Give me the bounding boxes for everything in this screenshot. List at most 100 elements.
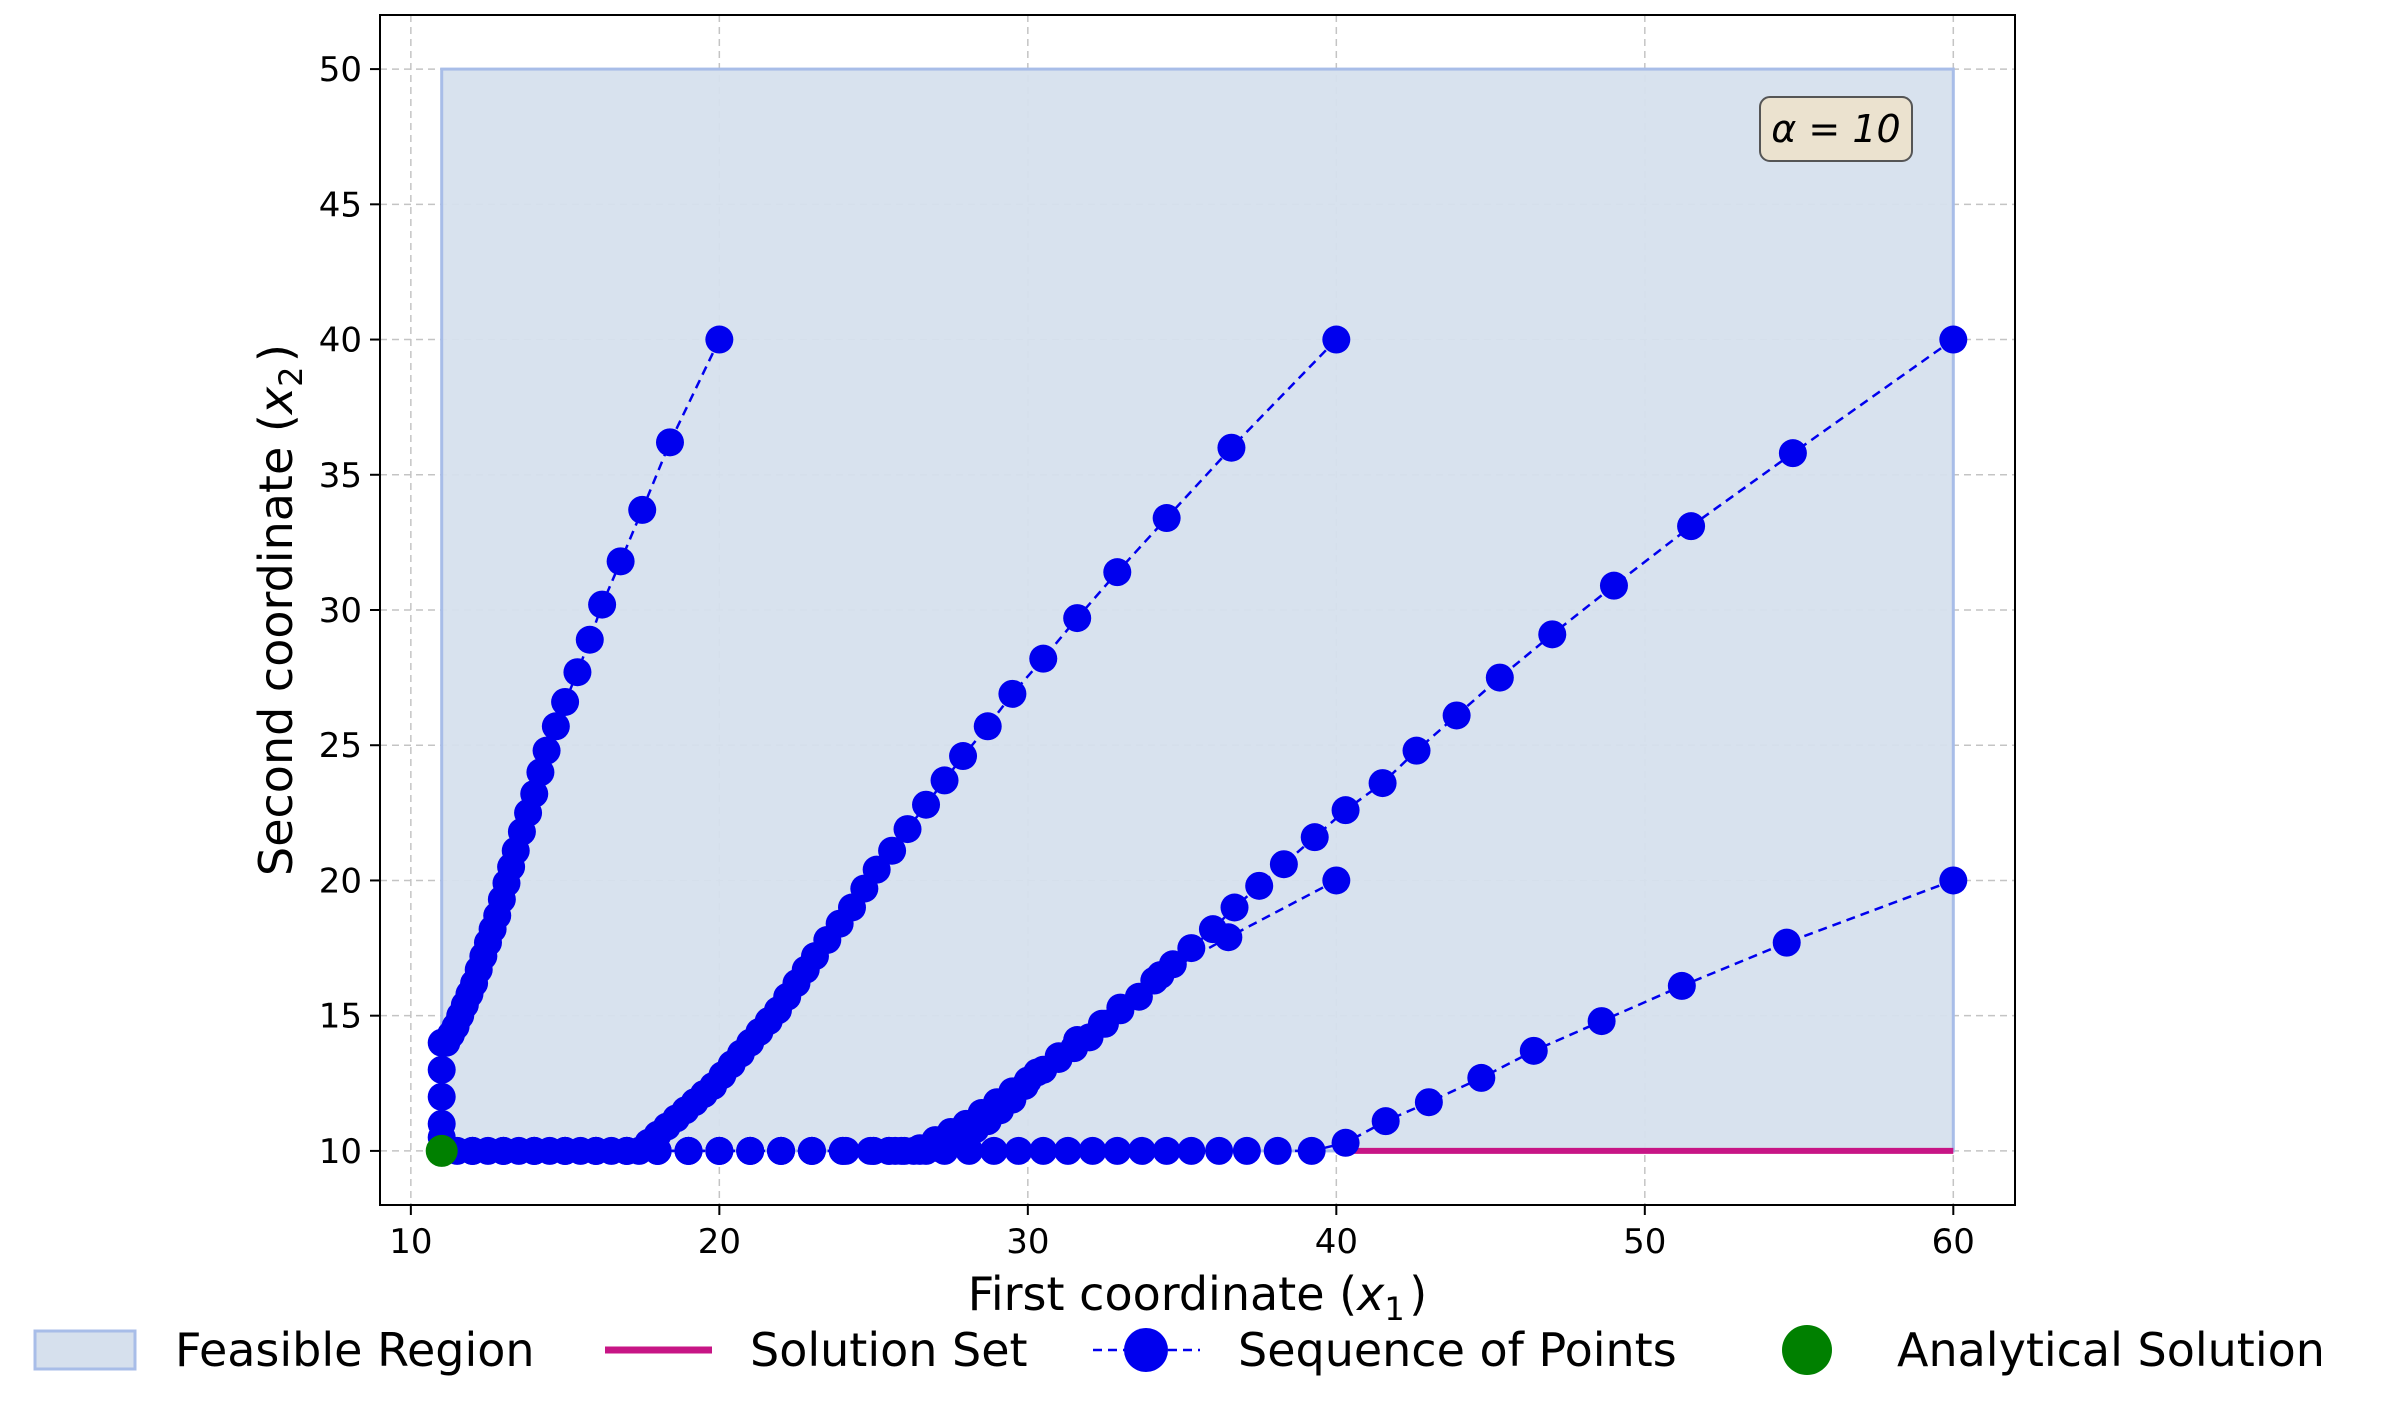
sequence-point	[1214, 923, 1243, 952]
sequence-point	[1538, 620, 1567, 649]
sequence-point	[1939, 325, 1968, 354]
sequence-point	[1078, 1136, 1107, 1165]
sequence-point	[1263, 1136, 1292, 1165]
sequence-point	[797, 1136, 826, 1165]
sequence-series-layer	[427, 325, 1968, 1165]
sequence-point	[532, 736, 561, 765]
sequence-point	[1368, 769, 1397, 798]
sequence-point	[1939, 866, 1968, 895]
sequence-point	[912, 790, 941, 819]
sequence-point	[893, 815, 922, 844]
sequence-point	[736, 1136, 765, 1165]
sequence-point	[1331, 796, 1360, 825]
x-tick-label: 30	[1006, 1222, 1049, 1262]
sequence-point	[767, 1136, 796, 1165]
legend-sequence-of-points-label: Sequence of Points	[1238, 1323, 1677, 1377]
y-axis-label: Second coordinate (x2 )	[249, 344, 310, 876]
sequence-point	[1269, 850, 1298, 879]
sequence-point	[1044, 1042, 1073, 1071]
sequence-point	[643, 1136, 672, 1165]
y-tick-label: 15	[319, 997, 362, 1037]
sequence-point	[581, 1136, 610, 1165]
sequence-point	[489, 1136, 518, 1165]
sequence-point	[1331, 1128, 1360, 1157]
sequence-point	[705, 1136, 734, 1165]
x-tick-label: 20	[698, 1222, 741, 1262]
sequence-point	[705, 325, 734, 354]
legend-analytical-solution-label: Analytical Solution	[1897, 1323, 2325, 1377]
sequence-point	[588, 590, 617, 619]
sequence-point	[955, 1136, 984, 1165]
analytical-solution-layer	[425, 1134, 458, 1167]
y-tick-label: 25	[319, 726, 362, 766]
sequence-point	[427, 1055, 456, 1084]
sequence-point	[1103, 558, 1132, 587]
sequence-point	[628, 495, 657, 524]
sequence-point	[973, 712, 1002, 741]
sequence-point	[1146, 961, 1175, 990]
sequence-point	[905, 1136, 934, 1165]
sequence-point	[1217, 433, 1246, 462]
sequence-point	[1220, 893, 1249, 922]
x-axis-label: First coordinate (x1 )	[968, 1267, 1427, 1328]
sequence-point	[949, 742, 978, 771]
sequence-point	[1029, 1136, 1058, 1165]
sequence-point	[1778, 439, 1807, 468]
sequence-point	[563, 658, 592, 687]
sequence-point	[1053, 1136, 1082, 1165]
sequence-point	[1177, 1136, 1206, 1165]
sequence-point	[1029, 644, 1058, 673]
sequence-point	[998, 679, 1027, 708]
sequence-point	[1205, 1136, 1234, 1165]
sequence-point	[1245, 871, 1274, 900]
sequence-point	[1371, 1107, 1400, 1136]
sequence-point	[1322, 866, 1351, 895]
sequence-point	[520, 1136, 549, 1165]
sequence-point	[427, 1028, 456, 1057]
analytical-solution-marker	[425, 1134, 458, 1167]
sequence-point	[606, 547, 635, 576]
sequence-point	[1772, 928, 1801, 957]
sequence-point	[1587, 1007, 1616, 1036]
sequence-point	[881, 1136, 910, 1165]
sequence-point	[878, 836, 907, 865]
sequence-point	[1519, 1036, 1548, 1065]
sequence-point	[831, 1136, 860, 1165]
sequence-point	[551, 1136, 580, 1165]
sequence-point	[1485, 663, 1514, 692]
sequence-point	[1063, 604, 1092, 633]
sequence-point	[1300, 823, 1329, 852]
y-tick-label: 20	[319, 861, 362, 901]
y-tick-label: 35	[319, 456, 362, 496]
x-tick-label: 40	[1315, 1222, 1358, 1262]
sequence-point	[655, 428, 684, 457]
feasible-region-layer	[440, 67, 1955, 1153]
sequence-point	[1442, 701, 1471, 730]
sequence-point	[1087, 1009, 1116, 1038]
sequence-point	[1467, 1063, 1496, 1092]
legend-feasible-region-swatch	[33, 1329, 137, 1371]
legend: Feasible Region Solution Set Sequence of…	[33, 1323, 2325, 1377]
y-tick-label: 50	[319, 50, 362, 90]
sequence-point	[930, 1136, 959, 1165]
sequence-point	[1103, 1136, 1132, 1165]
sequence-point	[541, 712, 570, 741]
sequence-5	[427, 866, 1968, 1165]
sequence-point	[1232, 1136, 1261, 1165]
sequence-point	[1127, 1136, 1156, 1165]
sequence-point	[526, 758, 555, 787]
sequence-point	[930, 766, 959, 795]
sequence-1	[427, 325, 734, 1165]
sequence-point	[1152, 1136, 1181, 1165]
sequence-point	[1599, 571, 1628, 600]
legend-solution-set-label: Solution Set	[750, 1323, 1028, 1377]
feasible-region	[440, 67, 1955, 1153]
sequence-point	[458, 1136, 487, 1165]
sequence-point	[1004, 1136, 1033, 1165]
x-tick-label: 60	[1932, 1222, 1975, 1262]
sequence-point	[1677, 512, 1706, 541]
legend-analytical-marker	[1782, 1325, 1832, 1375]
axis-ticks: 10 20 30 40 50 60 10 15 20 25 30 35 40 45 50	[319, 50, 1975, 1262]
sequence-point	[1402, 736, 1431, 765]
